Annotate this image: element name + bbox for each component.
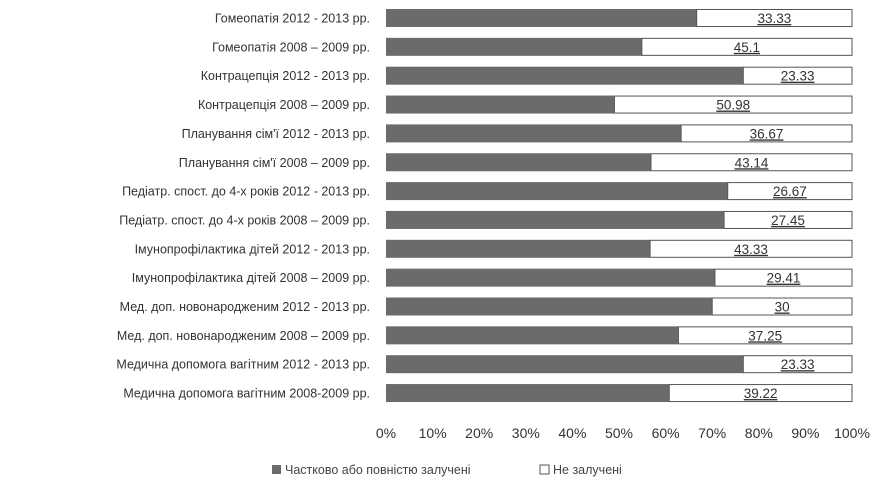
x-tick-label: 10% [419,425,447,441]
x-tick-label: 40% [558,425,586,441]
bar-not-involved [696,9,853,27]
data-label-not-involved: 37.25 [748,328,782,343]
category-label: Педіатр. спост. до 4-х років 2008 – 2009… [119,213,370,227]
legend-label-involved: Частково або повністю залучені [285,463,471,477]
bar-involved [386,210,725,229]
x-tick-label: 100% [834,425,870,441]
category-label: Планування сім'ї 2012 - 2013 рр. [182,127,370,141]
bar-involved [386,124,682,143]
category-label: Гомеопатія 2012 - 2013 рр. [215,12,370,26]
category-label: Медична допомога вагітним 2008-2009 рр. [123,387,370,401]
category-label: Гомеопатія 2008 – 2009 рр. [212,40,370,54]
legend-swatch-not-involved [539,464,550,475]
data-label-not-involved: 45.1 [734,40,760,55]
bar-not-involved [677,326,853,345]
legend-swatch-involved [272,465,281,474]
bar-not-involved [641,37,853,56]
category-label: Педіатр. спост. до 4-х років 2012 - 2013… [122,185,370,199]
x-tick-label: 50% [605,425,633,441]
bar-not-involved [711,297,853,316]
category-label: Імунопрофілактика дітей 2012 - 2013 рр. [135,242,370,256]
category-label: Медична допомога вагітним 2012 - 2013 рр… [116,358,370,372]
data-label-not-involved: 29.41 [767,271,801,286]
x-tick-label: 0% [376,425,396,441]
data-label-not-involved: 26.67 [773,184,807,199]
bars [386,9,853,403]
category-label: Контрацепція 2012 - 2013 рр. [201,69,370,83]
bar-involved [386,239,651,258]
data-label-not-involved: 50.98 [716,98,750,113]
bar-not-involved [714,268,853,287]
bar-involved [386,326,679,345]
bar-involved [386,182,728,201]
bar-involved [386,268,715,287]
bar-not-involved [742,66,853,85]
x-axis-tick-labels: 0% 10% 20% 30% 40% 50% 60% 70% 80% 90% 100% [376,425,870,441]
bar-involved [386,66,744,85]
category-label: Імунопрофілактика дітей 2008 – 2009 рр. [132,271,370,285]
category-label: Мед. доп. новонародженим 2012 - 2013 рр. [120,300,370,314]
data-label-not-involved: 23.33 [781,69,815,84]
x-tick-label: 70% [698,425,726,441]
data-label-not-involved: 36.67 [750,126,784,141]
category-label: Мед. доп. новонародженим 2008 – 2009 рр. [117,329,370,343]
bar-not-involved [668,384,853,403]
data-label-not-involved: 39.22 [744,386,778,401]
data-label-not-involved: 33.33 [757,11,791,26]
bar-involved [386,95,615,114]
bar-not-involved [723,210,853,229]
bar-involved [386,355,744,374]
bar-involved [386,37,642,56]
data-label-not-involved: 43.33 [734,242,768,257]
bar-involved [386,297,713,316]
bar-involved [386,153,651,172]
legend-label-not-involved: Не залучені [553,463,622,477]
data-label-not-involved: 30 [775,300,790,315]
data-label-not-involved: 27.45 [771,213,805,228]
x-tick-label: 80% [745,425,773,441]
bar-not-involved [650,153,853,172]
category-labels: Гомеопатія 2012 - 2013 рр. Гомеопатія 200… [116,12,370,401]
bar-not-involved [613,95,853,114]
bar-not-involved [727,182,853,201]
bar-involved [386,9,697,27]
legend: Частково або повністю залучені Не залуче… [272,463,622,477]
x-tick-label: 20% [465,425,493,441]
bar-not-involved [680,124,853,143]
data-label-not-involved: 23.33 [781,357,815,372]
bar-involved [386,384,670,403]
category-label: Контрацепція 2008 – 2009 рр. [198,98,370,112]
category-label: Планування сім'ї 2008 – 2009 рр. [179,156,370,170]
bar-not-involved [649,239,853,258]
x-tick-label: 90% [791,425,819,441]
x-tick-label: 60% [652,425,680,441]
data-label-not-involved: 43.14 [735,155,769,170]
bar-not-involved [742,355,853,374]
x-tick-label: 30% [512,425,540,441]
